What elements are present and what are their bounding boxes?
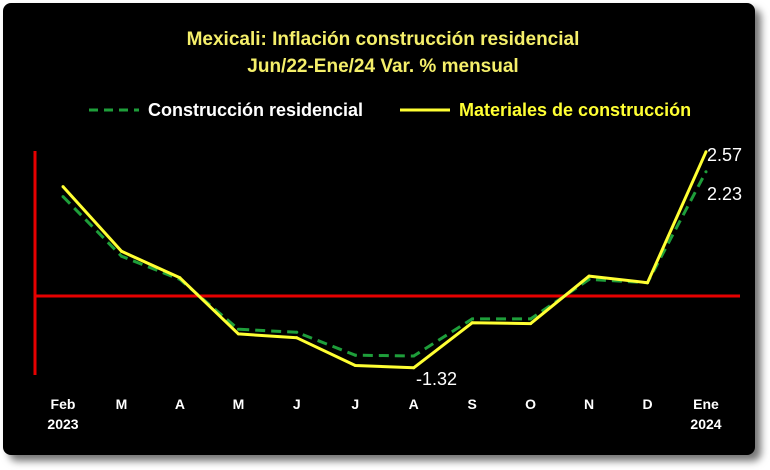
data-label-end-construccion: 2.23: [707, 184, 742, 204]
data-point-construccion-residencial: [529, 317, 533, 321]
data-point-materiales-de-construccion: [120, 249, 123, 253]
data-point-materiales-de-construccion: [295, 336, 299, 340]
chart-subtitle: Jun/22-Ene/24 Var. % mensual: [247, 56, 518, 77]
data-point-materiales-de-construccion: [529, 322, 533, 326]
data-point-construccion-residencial: [704, 170, 708, 174]
x-tick-label: J: [351, 396, 359, 412]
chart-title: Mexicali: Inflación construcción residen…: [187, 29, 580, 50]
series-line-construccion-residencial: [61, 171, 708, 358]
x-tick-label: J: [293, 396, 301, 412]
series-line-materiales-de-construccion: [61, 151, 708, 370]
data-label-end-materiales: 2.57: [707, 145, 742, 165]
data-point-materiales-de-construccion: [470, 321, 474, 325]
x-tick-label: D: [642, 396, 652, 412]
data-point-construccion-residencial: [470, 317, 474, 321]
data-label-min: -1.32: [416, 369, 457, 389]
data-point-materiales-de-construccion: [178, 276, 182, 280]
inflation-line-chart: Mexicali: Inflación construcción residen…: [33, 29, 742, 432]
data-point-construccion-residencial: [236, 327, 240, 331]
data-point-construccion-residencial: [587, 277, 591, 281]
x-tick-label: Feb: [51, 396, 76, 412]
data-point-materiales-de-construccion: [704, 150, 708, 154]
data-point-materiales-de-construccion: [412, 366, 416, 370]
x-tick-label: A: [175, 396, 185, 412]
data-point-materiales-de-construccion: [61, 185, 65, 189]
data-point-materiales-de-construccion: [353, 364, 357, 367]
x-tick-label: M: [116, 396, 128, 412]
x-tick-label: N: [584, 396, 594, 412]
legend-label-materiales: Materiales de construcción: [459, 100, 691, 120]
chart-frame: Mexicali: Inflación construcción residen…: [3, 3, 755, 455]
legend: Construcción residencial Materiales de c…: [89, 100, 691, 120]
data-point-materiales-de-construccion: [587, 274, 591, 278]
data-point-construccion-residencial: [295, 330, 299, 334]
data-point-materiales-de-construccion: [646, 281, 649, 285]
data-point-construccion-residencial: [61, 195, 65, 199]
data-point-materiales-de-construccion: [236, 332, 240, 336]
data-point-construccion-residencial: [120, 254, 123, 258]
data-point-construccion-residencial: [412, 354, 416, 358]
x-tick-label: S: [468, 396, 477, 412]
series-layer: [61, 150, 708, 370]
x-axis-ticks: Feb 2023 M A M J J A S O N D Ene 2024: [47, 396, 721, 432]
x-tick-label: M: [233, 396, 245, 412]
x-tick-label: O: [525, 396, 536, 412]
x-tick-label: Ene: [693, 396, 719, 412]
x-tick-year-label: 2024: [690, 416, 721, 432]
data-point-construccion-residencial: [353, 353, 357, 357]
legend-label-construccion: Construcción residencial: [148, 100, 363, 120]
x-tick-label: A: [409, 396, 419, 412]
x-tick-year-label: 2023: [47, 416, 78, 432]
